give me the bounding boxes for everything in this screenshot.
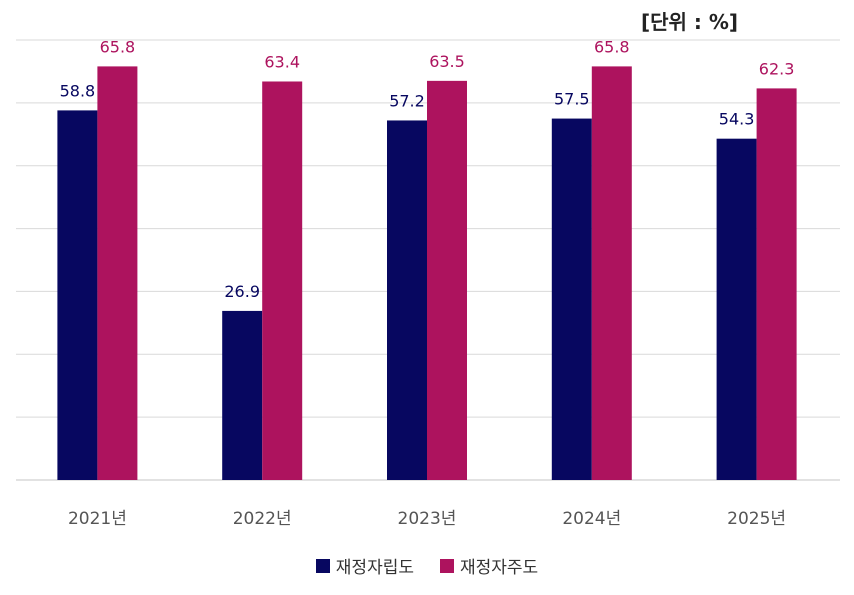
x-tick-label-0: 2021년 [68, 509, 127, 529]
bar-series-0-3 [551, 118, 592, 481]
bar-series-0-2 [387, 120, 427, 480]
x-tick-label-2: 2023년 [398, 509, 457, 529]
data-label-series-1-4: 62.3 [759, 59, 795, 78]
legend-item-series-0: 재정자립도 [315, 553, 414, 578]
x-tick-label-3: 2024년 [562, 509, 621, 529]
data-label-series-0-3: 57.5 [554, 90, 590, 109]
bar-series-0-1 [222, 310, 263, 480]
legend-label-series-0: 재정자립도 [335, 558, 414, 578]
data-label-series-0-1: 26.9 [224, 282, 260, 301]
bar-chart: 58.8 65.8 2021년 26.9 63.4 2022년 57.2 63.5 2023년 5… [16, 37, 840, 529]
bar-series-1-3 [591, 66, 632, 481]
bar-series-1-0 [97, 66, 138, 481]
legend-label-series-1: 재정자주도 [460, 558, 539, 578]
legend-swatch-series-0 [315, 558, 330, 573]
data-label-series-1-1: 63.4 [264, 52, 300, 71]
bar-series-1-2 [427, 80, 467, 480]
bar-series-1-4 [756, 88, 797, 481]
x-tick-label-1: 2022년 [233, 509, 292, 529]
x-tick-label-4: 2025년 [727, 509, 786, 529]
data-label-series-1-0: 65.8 [100, 37, 136, 56]
legend-swatch-series-1 [440, 558, 454, 573]
unit-label: [단위 : %] [640, 10, 738, 34]
data-label-series-0-2: 57.2 [389, 91, 425, 110]
data-label-series-1-3: 65.8 [594, 37, 630, 56]
legend-item-series-1: 재정자주도 [440, 553, 538, 578]
data-label-series-1-2: 63.5 [429, 52, 465, 71]
bar-series-0-0 [57, 110, 98, 481]
data-label-series-0-0: 58.8 [60, 81, 96, 100]
bar-series-1-1 [262, 81, 303, 480]
bar-series-0-4 [716, 138, 757, 480]
data-label-series-0-4: 54.3 [719, 110, 755, 129]
legend: 재정자립도 재정자주도 [0, 553, 854, 578]
